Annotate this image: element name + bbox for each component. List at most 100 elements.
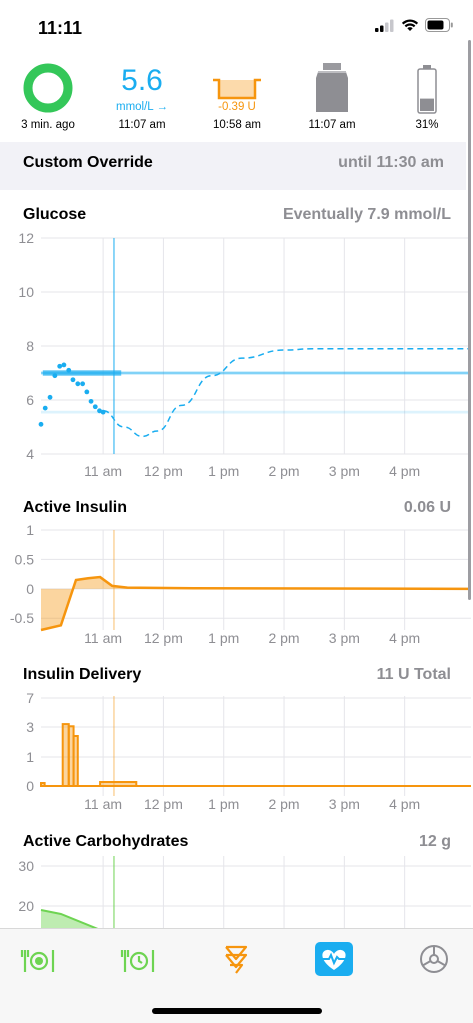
active-carbs-line bbox=[40, 909, 99, 928]
glucose-point bbox=[70, 377, 76, 383]
pump-battery-status[interactable]: 31% bbox=[385, 56, 469, 140]
glucose-point bbox=[57, 363, 63, 369]
x-tick-label: 12 pm bbox=[144, 630, 183, 646]
glucose-status[interactable]: 5.6 mmol/L → 11:07 am bbox=[100, 56, 184, 140]
y-tick-label: 0 bbox=[26, 778, 34, 794]
reservoir-status[interactable]: 11:07 am bbox=[290, 56, 374, 140]
x-tick-label: 11 am bbox=[84, 463, 122, 479]
x-tick-label: 1 pm bbox=[208, 796, 239, 812]
glucose-unit-trend: mmol/L → bbox=[116, 101, 168, 113]
loop-ring-icon bbox=[23, 63, 73, 113]
y-tick-label: 10 bbox=[18, 284, 34, 300]
x-tick-label: 4 pm bbox=[389, 463, 420, 479]
glucose-point bbox=[66, 367, 72, 373]
active-insulin-area bbox=[41, 577, 471, 630]
glucose-point bbox=[61, 362, 67, 368]
fork-knife-clock-icon[interactable] bbox=[119, 939, 159, 979]
wifi-icon bbox=[401, 19, 419, 31]
glucose-point bbox=[88, 398, 94, 404]
active-carbs-chart[interactable]: 302010 bbox=[0, 856, 473, 928]
insulin-delivery-chart[interactable]: 7 3 1 0 11 am 12 pm 1 pm 2 pm 3 pm 4 pm bbox=[0, 688, 473, 820]
x-tick-label: 2 pm bbox=[268, 796, 299, 812]
glucose-point bbox=[80, 381, 86, 387]
active-carbs-value: 12 g bbox=[418, 833, 451, 850]
glucose-point bbox=[97, 408, 102, 414]
y-tick-label: 8 bbox=[26, 338, 34, 354]
x-tick-label: 1 pm bbox=[208, 463, 239, 479]
override-target-band bbox=[42, 370, 122, 376]
y-tick-label: 30 bbox=[18, 858, 34, 874]
delivery-bar bbox=[72, 735, 79, 787]
glucose-section-title: Glucose bbox=[23, 206, 87, 223]
delivery-bar bbox=[40, 782, 46, 787]
scroll-indicator[interactable] bbox=[468, 40, 471, 600]
reservoir-icon bbox=[316, 63, 348, 112]
glucose-time: 11:07 am bbox=[118, 119, 166, 131]
glucose-point bbox=[100, 409, 106, 415]
delivery-bar bbox=[99, 781, 138, 787]
active-insulin-chart[interactable]: 1 0.5 0 -0.5 11 am 12 pm 1 pm 2 pm 3 pm 4 pm bbox=[0, 522, 473, 654]
reservoir-time: 11:07 am bbox=[308, 119, 356, 131]
x-tick-label: 12 pm bbox=[144, 463, 183, 479]
y-tick-label: 12 bbox=[18, 230, 34, 246]
bolus-icon[interactable] bbox=[216, 939, 256, 979]
temp-basal-value: -0.39 U bbox=[218, 101, 256, 113]
glucose-point bbox=[52, 373, 58, 379]
override-label: Custom Override bbox=[23, 154, 153, 171]
y-tick-label: 0 bbox=[26, 581, 34, 597]
glucose-point bbox=[42, 405, 48, 411]
status-time: 11:11 bbox=[38, 18, 83, 38]
glucose-point bbox=[75, 381, 81, 387]
y-tick-label: 1 bbox=[26, 749, 34, 765]
active-carbs-section-title: Active Carbohydrates bbox=[23, 833, 189, 850]
y-tick-label: 6 bbox=[26, 392, 34, 408]
heart-pulse-icon[interactable] bbox=[314, 939, 354, 979]
glucose-chart[interactable]: 12 10 8 6 4 11 am 12 pm 1 pm 2 pm 3 pm 4 pm bbox=[0, 230, 473, 480]
target-range bbox=[41, 371, 471, 375]
pump-battery-percent: 31% bbox=[415, 119, 439, 131]
active-insulin-section-title: Active Insulin bbox=[23, 499, 128, 516]
active-insulin-value: 0.06 U bbox=[403, 499, 451, 516]
glucose-eventual: Eventually 7.9 mmol/L bbox=[282, 206, 451, 223]
insulin-delivery-total: 11 U Total bbox=[376, 666, 451, 683]
x-tick-label: 2 pm bbox=[268, 630, 299, 646]
cellular-signal-icon bbox=[375, 19, 394, 32]
target-low-band bbox=[41, 410, 471, 414]
override-banner[interactable]: Custom Override until 11:30 am bbox=[0, 142, 466, 190]
y-tick-label: 1 bbox=[26, 522, 34, 538]
loop-last-run: 3 min. ago bbox=[21, 119, 75, 131]
x-tick-label: 4 pm bbox=[389, 630, 420, 646]
x-tick-label: 12 pm bbox=[144, 796, 183, 812]
toolbar bbox=[0, 928, 473, 1023]
x-tick-label: 3 pm bbox=[329, 463, 360, 479]
x-tick-label: 2 pm bbox=[268, 463, 299, 479]
y-tick-label: 20 bbox=[18, 898, 34, 914]
y-tick-label: 0.5 bbox=[15, 551, 35, 567]
y-tick-label: -0.5 bbox=[10, 610, 34, 626]
pump-battery-icon bbox=[417, 65, 437, 114]
temp-basal-status[interactable]: -0.39 U 10:58 am bbox=[195, 56, 279, 140]
active-carbs-area bbox=[41, 910, 176, 928]
x-tick-label: 1 pm bbox=[208, 630, 239, 646]
home-indicator[interactable] bbox=[152, 1008, 322, 1014]
y-tick-label: 4 bbox=[26, 446, 34, 462]
predicted-glucose-line bbox=[103, 347, 471, 438]
status-icons bbox=[375, 18, 453, 32]
glucose-point bbox=[47, 394, 53, 400]
x-tick-label: 11 am bbox=[84, 630, 122, 646]
y-tick-label: 3 bbox=[26, 719, 34, 735]
glucose-value: 5.6 bbox=[121, 64, 163, 97]
insulin-delivery-section-title: Insulin Delivery bbox=[23, 666, 142, 683]
status-hud[interactable]: 3 min. ago 5.6 mmol/L → 11:07 am -0.39 U… bbox=[0, 56, 473, 140]
x-tick-label: 11 am bbox=[84, 796, 122, 812]
x-tick-label: 3 pm bbox=[329, 796, 360, 812]
status-bar: 11:11 bbox=[0, 0, 473, 56]
fork-knife-icon[interactable] bbox=[19, 939, 59, 979]
x-tick-label: 3 pm bbox=[329, 630, 360, 646]
glucose-point bbox=[92, 404, 98, 410]
loop-status[interactable]: 3 min. ago bbox=[6, 56, 90, 140]
glucose-point bbox=[38, 421, 44, 427]
override-until: until 11:30 am bbox=[338, 154, 444, 171]
gear-icon[interactable] bbox=[414, 939, 454, 979]
x-tick-label: 4 pm bbox=[389, 796, 420, 812]
